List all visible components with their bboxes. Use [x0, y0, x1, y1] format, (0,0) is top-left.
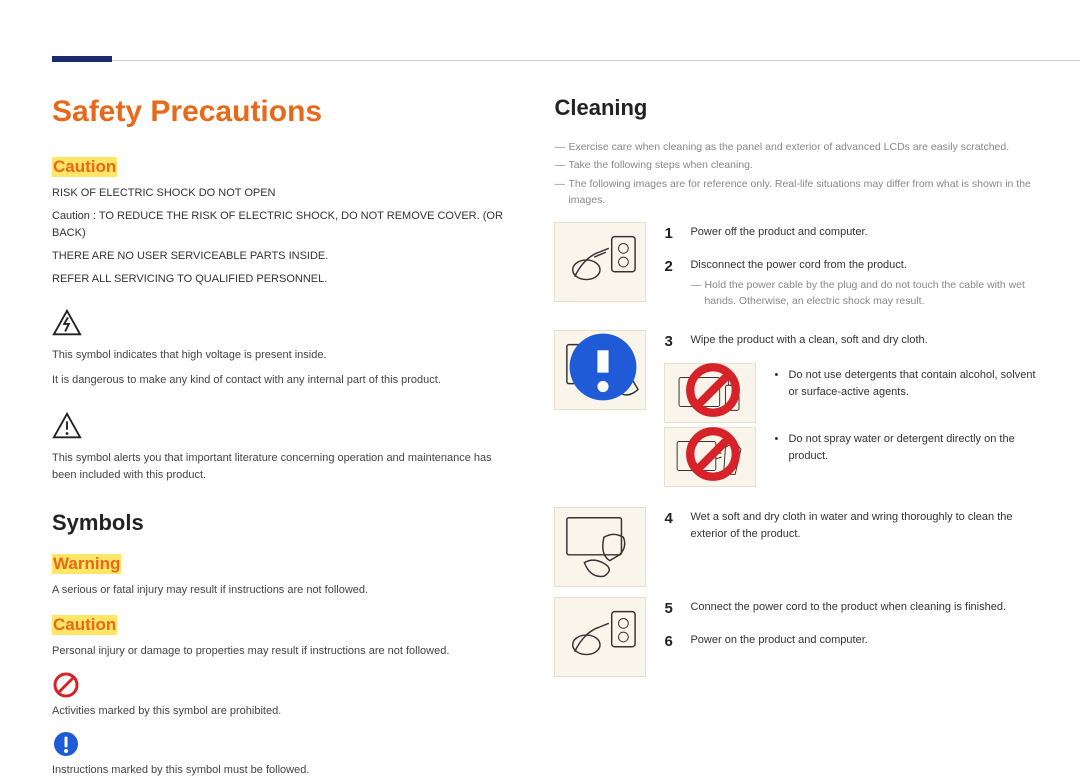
step-row-3: 4 Wet a soft and dry cloth in water and …	[554, 507, 1040, 587]
step-6-text: Power on the product and computer.	[690, 630, 1040, 653]
safety-title: Safety Precautions	[52, 95, 506, 129]
step-2-text: Disconnect the power cord from the produ…	[690, 255, 1040, 310]
caution2-label: Caution	[52, 615, 117, 635]
step-col-12: 1 Power off the product and computer. 2 …	[664, 222, 1040, 320]
wipe-illustration	[554, 330, 646, 410]
step-6: 6 Power on the product and computer.	[664, 630, 1040, 653]
prohibit-mini-icon	[668, 361, 758, 419]
step-5: 5 Connect the power cord to the product …	[664, 597, 1040, 620]
step-num: 3	[664, 330, 680, 353]
unplug-illustration	[554, 222, 646, 302]
exclaim-icon	[52, 411, 82, 441]
step-5-text: Connect the power cord to the product wh…	[690, 597, 1040, 620]
caution-line: Caution : TO REDUCE THE RISK OF ELECTRIC…	[52, 208, 506, 242]
intro-item: Take the following steps when cleaning.	[554, 157, 1040, 173]
warning-text: A serious or fatal injury may result if …	[52, 582, 506, 599]
plug-illustration	[554, 597, 646, 677]
step-row-4: 5 Connect the power cord to the product …	[554, 597, 1040, 677]
exclaim-text: This symbol alerts you that important li…	[52, 450, 506, 484]
warning-label: Warning	[52, 554, 121, 574]
step-4: 4 Wet a soft and dry cloth in water and …	[664, 507, 1040, 543]
prohibit-mini-icon	[668, 425, 758, 483]
prohibit-icon	[52, 671, 80, 699]
no-detergent-illustration	[664, 363, 756, 423]
step-col-3: 3 Wipe the product with a clean, soft an…	[664, 330, 1040, 497]
step3-bullet-2: Do not spray water or detergent directly…	[774, 431, 1040, 465]
step-1: 1 Power off the product and computer.	[664, 222, 1040, 245]
risk-line: RISK OF ELECTRIC SHOCK DO NOT OPEN	[52, 185, 506, 202]
prohibit-text: Activities marked by this symbol are pro…	[52, 703, 506, 720]
page-body: Safety Precautions Caution RISK OF ELECT…	[52, 95, 1040, 733]
step3-bullets-2: Do not spray water or detergent directly…	[774, 431, 1040, 487]
step-1-text: Power off the product and computer.	[690, 222, 1040, 245]
step-num: 6	[664, 630, 680, 653]
step3-bullets-1: Do not use detergents that contain alcoh…	[774, 367, 1040, 423]
step-2-note: Hold the power cable by the plug and do …	[690, 278, 1040, 310]
step-row-2: 3 Wipe the product with a clean, soft an…	[554, 330, 1040, 497]
step-num: 1	[664, 222, 680, 245]
step-num: 5	[664, 597, 680, 620]
wring-illustration	[554, 507, 646, 587]
step-3: 3 Wipe the product with a clean, soft an…	[664, 330, 1040, 353]
parts-line: THERE ARE NO USER SERVICEABLE PARTS INSI…	[52, 248, 506, 265]
symbols-title: Symbols	[52, 510, 506, 536]
step3-bullet-1: Do not use detergents that contain alcoh…	[774, 367, 1040, 401]
header-rule	[52, 60, 1080, 61]
info-text: Instructions marked by this symbol must …	[52, 762, 506, 779]
step-row-1: 1 Power off the product and computer. 2 …	[554, 222, 1040, 320]
step-2-main: Disconnect the power cord from the produ…	[690, 259, 906, 271]
step3-bullet-row-2: Do not spray water or detergent directly…	[664, 427, 1040, 487]
step-2: 2 Disconnect the power cord from the pro…	[664, 255, 1040, 310]
step3-bullet-row-1: Do not use detergents that contain alcoh…	[664, 363, 1040, 423]
step-num: 2	[664, 255, 680, 310]
info-mini-icon	[558, 328, 648, 406]
step-col-56: 5 Connect the power cord to the product …	[664, 597, 1040, 677]
voltage-text-2: It is dangerous to make any kind of cont…	[52, 372, 506, 389]
caution2-text: Personal injury or damage to properties …	[52, 643, 506, 660]
caution-label: Caution	[52, 157, 117, 177]
voltage-text-1: This symbol indicates that high voltage …	[52, 347, 506, 364]
step-num: 4	[664, 507, 680, 543]
intro-item: The following images are for reference o…	[554, 176, 1040, 209]
no-spray-illustration	[664, 427, 756, 487]
info-icon	[52, 730, 80, 758]
step-col-4: 4 Wet a soft and dry cloth in water and …	[664, 507, 1040, 587]
left-column: Safety Precautions Caution RISK OF ELECT…	[52, 95, 506, 733]
right-column: Cleaning Exercise care when cleaning as …	[554, 95, 1040, 733]
step-4-text: Wet a soft and dry cloth in water and wr…	[690, 507, 1040, 543]
refer-line: REFER ALL SERVICING TO QUALIFIED PERSONN…	[52, 271, 506, 288]
cleaning-title: Cleaning	[554, 95, 1040, 121]
intro-item: Exercise care when cleaning as the panel…	[554, 139, 1040, 155]
step-3-text: Wipe the product with a clean, soft and …	[690, 330, 1040, 353]
header-accent	[52, 56, 112, 62]
high-voltage-icon	[52, 308, 82, 338]
cleaning-intro-list: Exercise care when cleaning as the panel…	[554, 139, 1040, 208]
